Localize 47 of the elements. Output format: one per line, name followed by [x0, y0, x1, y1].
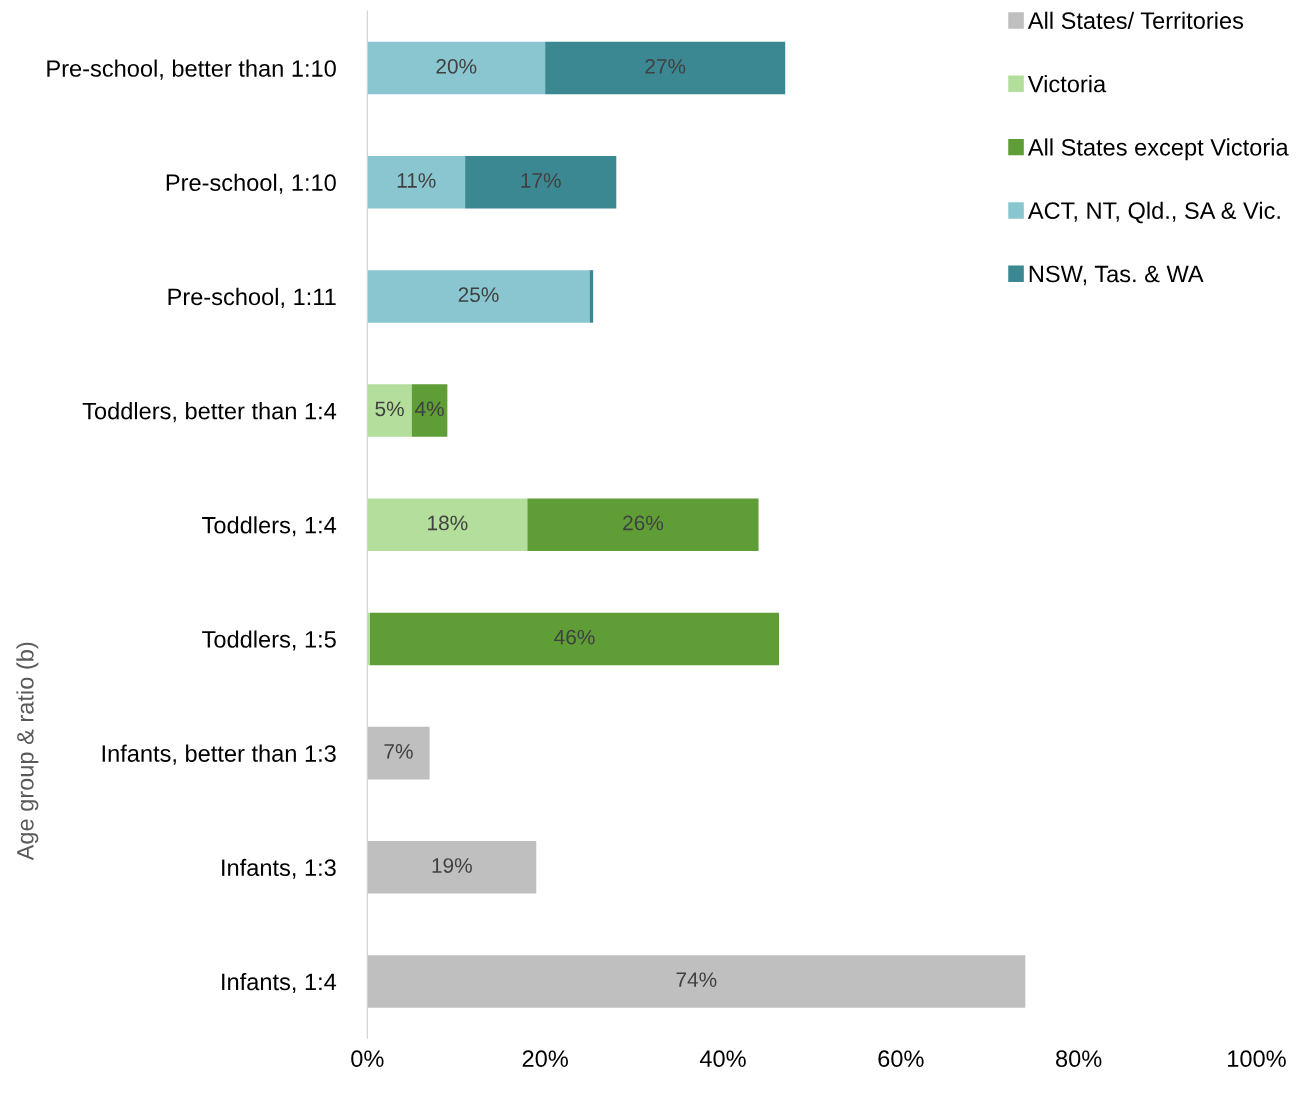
bar — [367, 155, 466, 209]
legend-label: Victoria — [1027, 75, 1107, 93]
y-tick-label: Infants, better than 1:3 — [102, 744, 336, 765]
data-label: 18% — [428, 515, 468, 531]
data-label: 7% — [384, 744, 413, 759]
bar — [367, 841, 537, 894]
x-tick-label: 20% — [522, 1050, 568, 1068]
legend-label: All States except Victoria — [1027, 138, 1289, 161]
y-tick-label: Toddlers, 1:5 — [202, 630, 336, 651]
data-label: 17% — [521, 173, 561, 188]
data-label: 5% — [375, 401, 404, 417]
data-label: 26% — [623, 515, 664, 531]
y-tick-label: Infants, 1:4 — [222, 972, 337, 994]
y-tick-label: Infants, 1:3 — [222, 858, 336, 879]
bar — [367, 498, 528, 552]
data-label: 20% — [436, 58, 477, 74]
bar — [527, 498, 759, 552]
x-tick-label: 60% — [878, 1050, 924, 1068]
x-tick-label: 0% — [351, 1050, 384, 1068]
data-label: 27% — [645, 58, 686, 74]
y-tick-label: Pre-school, better than 1:10 — [47, 59, 336, 80]
bar — [367, 955, 1026, 1008]
bar — [465, 155, 617, 209]
x-tick-label: 80% — [1056, 1050, 1102, 1068]
data-label: 74% — [676, 972, 717, 987]
legend-label: All States/ Territories — [1027, 11, 1244, 30]
bar — [411, 384, 448, 437]
y-tick-label: Toddlers, better than 1:4 — [82, 402, 337, 423]
bar — [367, 270, 590, 323]
legend-label: NSW, Tas. & WA — [1029, 265, 1204, 286]
data-label: 25% — [458, 287, 499, 303]
bar — [370, 612, 779, 666]
x-tick-label: 100% — [1228, 1050, 1286, 1068]
bar — [367, 41, 546, 95]
y-axis-title: Age group & ratio (b) — [16, 642, 39, 861]
data-label: 11% — [397, 173, 436, 188]
bar — [367, 726, 430, 780]
data-label: 19% — [432, 858, 472, 873]
bar — [367, 384, 412, 437]
y-tick-label: Pre-school, 1:10 — [166, 173, 336, 194]
bar — [545, 41, 786, 95]
y-tick-label: Toddlers, 1:4 — [202, 516, 337, 537]
legend-label: ACT, NT, Qld., SA & Vic. — [1027, 201, 1280, 224]
data-label: 46% — [554, 629, 595, 645]
y-tick-label: Pre-school, 1:11 — [168, 287, 336, 308]
data-label: 4% — [415, 401, 444, 417]
x-tick-label: 40% — [699, 1050, 746, 1068]
